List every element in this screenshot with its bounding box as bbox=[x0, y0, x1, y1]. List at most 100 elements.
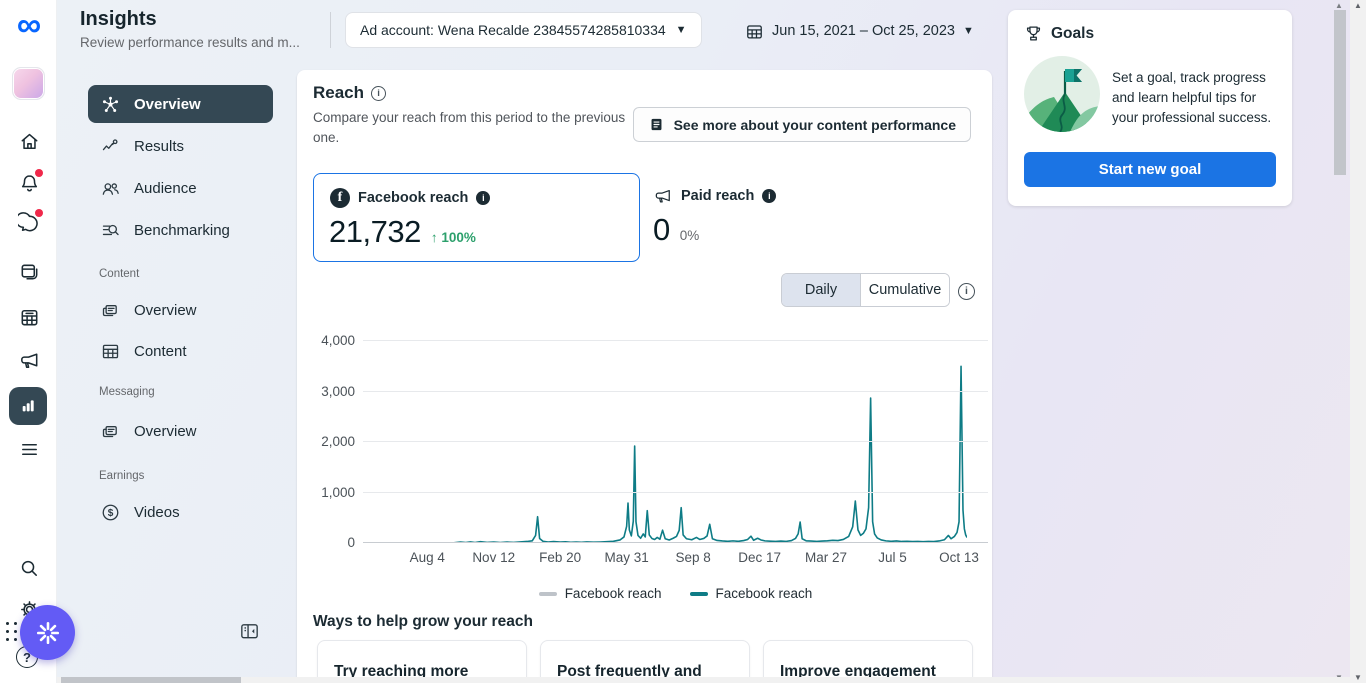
y-tick-label: 1,000 bbox=[321, 484, 355, 500]
sidebar-item-messaging-overview[interactable]: Overview bbox=[88, 411, 273, 451]
reach-line-chart bbox=[394, 341, 967, 543]
legend-item[interactable]: Facebook reach bbox=[538, 586, 662, 601]
chart-y-axis: 0 1,000 2,000 3,000 4,000 bbox=[297, 333, 355, 550]
trophy-icon bbox=[1026, 26, 1041, 41]
start-new-goal-button[interactable]: Start new goal bbox=[1024, 152, 1276, 187]
grow-card-title: Try reaching more bbox=[334, 663, 469, 680]
grow-card-post-frequently[interactable]: Post frequently and bbox=[540, 640, 750, 683]
chart-plot-area[interactable]: Aug 4 Nov 12 Feb 20 May 31 Sep 8 Dec 17 Mar 27… bbox=[394, 341, 979, 565]
paid-reach-header: Paid reach i bbox=[653, 186, 777, 206]
nav-planner-button[interactable] bbox=[17, 305, 41, 329]
topbar-divider bbox=[330, 12, 331, 48]
grow-card-title: Post frequently and bbox=[557, 663, 702, 680]
gridline bbox=[363, 491, 988, 493]
meta-ai-fab[interactable] bbox=[20, 605, 75, 660]
chart-gridlines: Aug 4 Nov 12 Feb 20 May 31 Sep 8 Dec 17 Mar 27… bbox=[363, 340, 988, 565]
x-tick-label: Mar 27 bbox=[805, 550, 848, 565]
legend-label: Facebook reach bbox=[564, 586, 662, 601]
scroll-up-arrow[interactable]: ▲ bbox=[1354, 1, 1362, 10]
search-button[interactable] bbox=[17, 556, 41, 580]
paid-reach-label: Paid reach bbox=[681, 188, 755, 204]
meta-logo-icon[interactable]: ∞ bbox=[16, 5, 42, 44]
sidebar-item-results[interactable]: Results bbox=[88, 126, 273, 166]
planner-icon bbox=[21, 309, 37, 325]
collapse-sidebar-button[interactable] bbox=[238, 620, 262, 644]
nav-posts-button[interactable] bbox=[17, 260, 41, 284]
sidebar-item-label: Benchmarking bbox=[134, 221, 230, 239]
x-tick-label: Oct 13 bbox=[939, 550, 979, 565]
gridline bbox=[363, 542, 988, 543]
search-icon bbox=[21, 560, 37, 576]
x-tick-label: May 31 bbox=[604, 550, 649, 565]
date-range-dropdown[interactable]: Jun 15, 2021 – Oct 25, 2023 ▼ bbox=[745, 18, 974, 44]
sidebar-item-label: Audience bbox=[134, 179, 197, 197]
sidebar-section-content: Content bbox=[99, 268, 140, 280]
sidebar-item-benchmarking[interactable]: Benchmarking bbox=[88, 210, 273, 250]
reach-title-text: Reach bbox=[313, 83, 365, 102]
notification-badge bbox=[35, 169, 43, 177]
goal-flag-illustration bbox=[1024, 56, 1100, 132]
nav-more-tools-button[interactable] bbox=[17, 437, 41, 461]
scroll-up-arrow[interactable]: ▲ bbox=[1335, 1, 1343, 10]
chart-info[interactable]: i bbox=[958, 281, 975, 300]
info-icon[interactable]: i bbox=[476, 191, 491, 205]
info-icon: i bbox=[958, 282, 975, 300]
legend-dash-icon bbox=[689, 591, 708, 596]
x-tick-label: Feb 20 bbox=[539, 550, 582, 565]
svg-text:$: $ bbox=[108, 508, 114, 519]
avatar[interactable] bbox=[12, 67, 45, 100]
grow-card-improve-engagement[interactable]: Improve engagement bbox=[763, 640, 973, 683]
dollar-circle-icon: $ bbox=[102, 504, 119, 520]
date-range-label: Jun 15, 2021 – Oct 25, 2023 bbox=[772, 23, 955, 39]
sidebar-item-videos[interactable]: $ Videos bbox=[88, 492, 273, 532]
see-more-button[interactable]: See more about your content performance bbox=[632, 107, 971, 142]
sidebar-item-overview[interactable]: Overview bbox=[88, 85, 273, 123]
scroll-down-arrow[interactable]: ▼ bbox=[1354, 673, 1362, 682]
facebook-icon: f bbox=[330, 188, 350, 208]
scrollbar-thumb[interactable] bbox=[1334, 10, 1346, 175]
nav-insights-button[interactable] bbox=[9, 387, 47, 425]
x-tick-label: Jul 5 bbox=[878, 550, 907, 565]
home-icon bbox=[21, 133, 37, 149]
info-icon[interactable]: i bbox=[762, 189, 777, 203]
chat-icon bbox=[17, 211, 38, 231]
nav-messages-button[interactable] bbox=[17, 209, 43, 235]
toggle-daily[interactable]: Daily bbox=[782, 274, 860, 306]
legend-item[interactable]: Facebook reach bbox=[689, 586, 813, 601]
sidebar-item-content[interactable]: Content bbox=[88, 331, 273, 371]
sidebar-item-content-overview[interactable]: Overview bbox=[88, 290, 273, 330]
nav-ads-button[interactable] bbox=[17, 348, 41, 372]
see-more-label: See more about your content performance bbox=[673, 116, 956, 133]
goals-description: Set a goal, track progress and learn hel… bbox=[1112, 70, 1272, 125]
legend-label: Facebook reach bbox=[715, 586, 813, 601]
sidebar-item-label: Content bbox=[134, 342, 187, 360]
gridline bbox=[363, 340, 988, 341]
grow-card-title: Improve engagement bbox=[780, 663, 936, 680]
y-tick-label: 3,000 bbox=[321, 383, 355, 399]
grow-card-reach-more[interactable]: Try reaching more bbox=[317, 640, 527, 683]
chart-mode-toggle: Daily Cumulative bbox=[781, 273, 950, 307]
nav-home-button[interactable] bbox=[17, 129, 41, 153]
scrollbar-thumb[interactable] bbox=[61, 677, 241, 683]
benchmarking-search-icon bbox=[102, 224, 119, 235]
ad-account-dropdown[interactable]: Ad account: Wena Recalde 238455742858103… bbox=[345, 12, 702, 48]
paid-reach-card[interactable]: Paid reach i 0 0% bbox=[653, 186, 833, 266]
facebook-reach-value: 21,732 bbox=[329, 214, 421, 249]
sidebar-item-audience[interactable]: Audience bbox=[88, 168, 273, 208]
info-icon[interactable]: i bbox=[371, 85, 387, 101]
ad-account-label: Ad account: Wena Recalde 238455742858103… bbox=[360, 22, 666, 38]
gridline bbox=[363, 390, 988, 392]
sidebar-section-earnings: Earnings bbox=[99, 470, 145, 482]
sidebar-item-label: Overview bbox=[134, 95, 201, 113]
horizontal-scrollbar bbox=[57, 677, 1350, 683]
toggle-cumulative[interactable]: Cumulative bbox=[860, 274, 949, 306]
facebook-reach-card[interactable]: f Facebook reach i 21,732 ↑ 100% bbox=[313, 173, 640, 262]
collapse-panel-icon bbox=[241, 624, 258, 639]
menu-icon bbox=[21, 443, 37, 455]
grow-section-title: Ways to help grow your reach bbox=[313, 613, 533, 630]
content-scrollbar: ▲ ▼ bbox=[1332, 0, 1348, 683]
nav-notifications-button[interactable] bbox=[17, 169, 43, 195]
app-grid-icon[interactable] bbox=[5, 621, 21, 643]
paid-reach-delta: 0% bbox=[679, 228, 700, 243]
paid-reach-value: 0 bbox=[653, 212, 670, 247]
